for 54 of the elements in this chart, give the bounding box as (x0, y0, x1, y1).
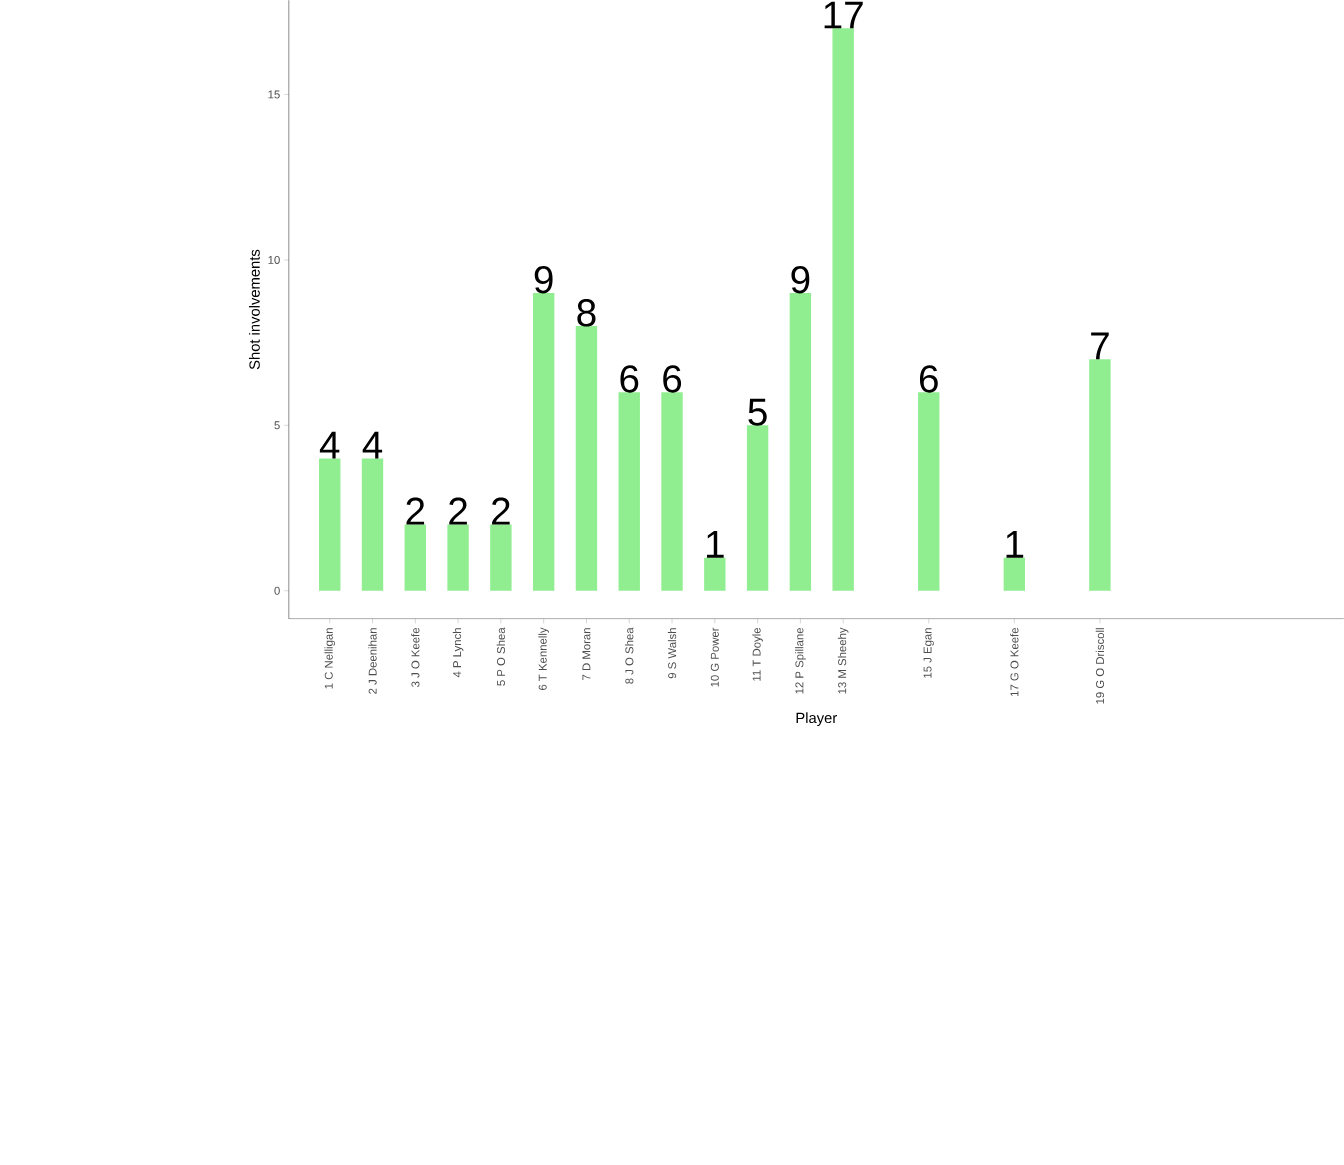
data-label: 2 (449, 497, 467, 525)
bar (532, 293, 555, 591)
x-tick-label: 3 J O Keefe (411, 628, 420, 688)
x-tick-label: 2 J Deenihan (368, 628, 377, 694)
x-tick-label: 13 M Sheehy (837, 627, 849, 694)
x-tick-label: 1 C Nelligan (324, 628, 336, 689)
x-tick-label: 15 J Egan (923, 628, 934, 678)
data-label: 5 (748, 398, 767, 426)
data-label: 6 (663, 365, 682, 393)
x-tick-label: 9 S Walsh (667, 628, 677, 679)
data-label: 2 (492, 497, 510, 525)
data-label: 4 (319, 431, 340, 459)
y-tick-label: 15 (268, 90, 280, 99)
data-label: 4 (362, 431, 383, 459)
data-label: 17 (824, 1, 863, 29)
bar (361, 458, 384, 591)
bar (746, 425, 769, 591)
data-label: 9 (791, 266, 810, 294)
y-tick-label: 5 (274, 421, 280, 430)
bar (404, 524, 426, 591)
x-tick-label: 8 J O Shea (625, 627, 634, 684)
x-tick-label: 4 P Lynch (452, 628, 464, 678)
data-label: 6 (919, 365, 938, 393)
bar (704, 557, 726, 591)
data-label: 1 (1006, 531, 1024, 558)
x-tick-label: 11 T Doyle (752, 628, 763, 681)
data-label: 6 (620, 365, 639, 393)
bar (832, 28, 854, 591)
data-label: 2 (406, 497, 425, 525)
bar (789, 293, 812, 591)
bar (319, 458, 341, 591)
data-label: 1 (707, 531, 724, 558)
x-tick-label: 5 P O Shea (496, 627, 506, 686)
x-tick-label: 19 G O Driscoll (1095, 628, 1105, 704)
y-axis-title: Shot involvements (248, 249, 260, 370)
x-tick-label: 17 G O Keefe (1010, 628, 1019, 697)
x-tick-label: 10 G Power (710, 627, 719, 687)
bar (661, 392, 683, 591)
x-tick-label: 7 D Moran (582, 628, 591, 681)
bar (447, 524, 469, 591)
data-label: 8 (577, 299, 596, 327)
data-label: 9 (534, 266, 553, 294)
x-tick-label: 12 P Spillane (795, 628, 806, 694)
bar (618, 392, 640, 591)
data-label: 7 (1091, 332, 1109, 360)
bar (575, 326, 598, 591)
bar (1089, 359, 1111, 591)
y-tick-label: 10 (268, 256, 280, 265)
x-tick-label: 6 T Kennelly (538, 627, 549, 691)
bar (490, 524, 512, 591)
y-tick-label: 0 (274, 586, 280, 595)
x-axis-title: Player (796, 712, 837, 727)
bar (918, 392, 940, 591)
bar (1003, 557, 1026, 591)
